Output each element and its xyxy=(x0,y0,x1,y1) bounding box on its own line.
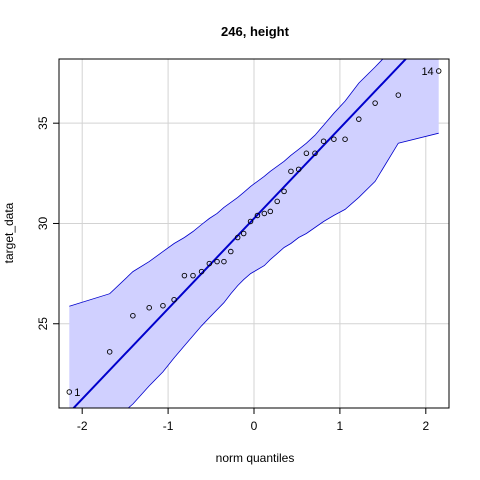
data-point xyxy=(198,268,205,275)
point-labels: 1 14 xyxy=(74,66,433,399)
data-point xyxy=(261,210,268,217)
data-point xyxy=(130,312,136,319)
band-upper-edge xyxy=(69,59,384,307)
data-point xyxy=(181,272,188,279)
data-point xyxy=(234,234,241,241)
reference-line xyxy=(72,59,408,408)
data-point xyxy=(171,296,177,303)
data-point xyxy=(214,258,220,265)
x-tick-label: -2 xyxy=(77,419,88,433)
band-fill xyxy=(69,59,439,408)
data-point xyxy=(288,168,294,175)
qq-line xyxy=(72,59,408,408)
x-tick-label: 0 xyxy=(251,419,258,433)
data-point xyxy=(295,166,302,173)
data-point xyxy=(146,304,152,311)
confidence-band xyxy=(69,59,439,408)
y-tick-label: 25 xyxy=(36,317,50,331)
data-point xyxy=(435,68,442,74)
data-point xyxy=(281,188,287,195)
chart-title: 246, height xyxy=(221,24,290,39)
y-tick-label: 30 xyxy=(36,216,50,230)
data-point xyxy=(206,260,213,267)
data-point xyxy=(240,230,247,237)
x-axis: -2 -1 0 1 2 xyxy=(77,408,429,433)
y-tick-label: 35 xyxy=(36,116,50,130)
data-point xyxy=(160,302,166,309)
data-point xyxy=(190,272,196,279)
data-point xyxy=(274,198,280,205)
data-point xyxy=(247,218,254,225)
data-point xyxy=(221,258,227,265)
data-point xyxy=(395,92,402,98)
point-label: 14 xyxy=(421,66,433,78)
data-point xyxy=(312,150,318,157)
y-axis-label: target_data xyxy=(2,202,16,263)
data-point xyxy=(303,150,310,157)
data-point xyxy=(106,349,113,355)
data-point xyxy=(228,248,234,255)
point-label: 1 xyxy=(74,387,80,399)
data-point xyxy=(342,136,348,142)
data-points xyxy=(66,68,442,395)
data-point xyxy=(331,136,337,142)
band-lower-edge xyxy=(127,132,439,408)
y-axis: 25 30 35 xyxy=(36,116,59,330)
data-point xyxy=(254,212,261,219)
x-tick-label: 2 xyxy=(422,419,429,433)
x-axis-label: norm quantiles xyxy=(216,451,295,465)
data-point xyxy=(66,389,73,395)
data-point xyxy=(356,116,362,122)
x-tick-label: 1 xyxy=(337,419,344,433)
data-point xyxy=(320,138,327,144)
data-point xyxy=(372,100,378,106)
x-tick-label: -1 xyxy=(163,419,174,433)
data-point xyxy=(267,208,274,215)
